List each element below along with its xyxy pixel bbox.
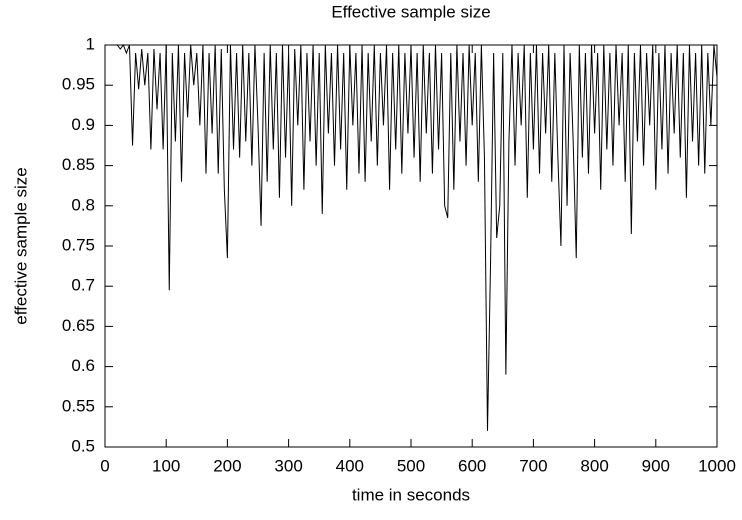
y-tick-label: 1 [86,34,95,53]
y-tick-label: 0.7 [71,276,95,295]
x-tick-label: 300 [274,456,302,475]
x-axis-label: time in seconds [352,485,470,504]
y-tick-label: 0.55 [62,396,95,415]
plot-border [104,44,718,448]
y-axis-label: effective sample size [11,167,30,324]
chart-title: Effective sample size [331,2,490,21]
x-tick-label: 100 [152,456,180,475]
x-tick-label: 500 [397,456,425,475]
y-tick-label: 0.95 [62,75,95,94]
y-tick-label: 0.85 [62,155,95,174]
x-tick-label: 900 [642,456,670,475]
x-tick-label: 800 [580,456,608,475]
y-tick-label: 0.8 [71,195,95,214]
data-line [116,43,718,431]
y-tick-label: 0.6 [71,356,95,375]
y-tick-label: 0.9 [71,115,95,134]
x-tick-label: 600 [458,456,486,475]
x-tick-label: 700 [519,456,547,475]
y-tick-label: 0.65 [62,316,95,335]
y-tick-label: 0.75 [62,235,95,254]
x-tick-label: 1000 [698,456,736,475]
x-tick-label: 400 [336,456,364,475]
x-tick-label: 200 [213,456,241,475]
x-tick-label: 0 [100,456,109,475]
y-tick-label: 0.5 [71,436,95,455]
